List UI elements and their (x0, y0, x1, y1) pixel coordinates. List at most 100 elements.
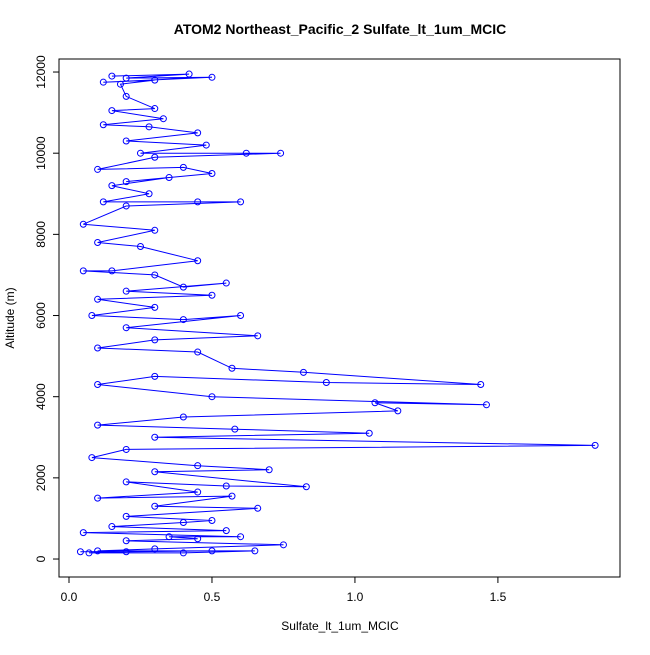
data-point (151, 105, 159, 113)
data-point (159, 115, 167, 123)
data-point (202, 141, 210, 149)
data-point (222, 279, 230, 287)
data-point (371, 399, 379, 407)
data-point (122, 445, 130, 453)
data-point (136, 149, 144, 157)
data-point (116, 80, 124, 88)
data-point (231, 425, 239, 433)
data-point (194, 198, 202, 206)
data-point (94, 295, 102, 303)
data-point (222, 527, 230, 535)
data-point (88, 312, 96, 320)
data-point (237, 533, 245, 541)
data-point (591, 441, 599, 449)
data-point (179, 283, 187, 291)
data-point (94, 494, 102, 502)
data-point (208, 547, 216, 555)
data-point (79, 529, 87, 537)
data-point (237, 312, 245, 320)
data-point (94, 421, 102, 429)
data-point (79, 267, 87, 275)
data-point (222, 482, 230, 490)
data-point (108, 182, 116, 190)
data-point (151, 502, 159, 510)
data-point (94, 238, 102, 246)
y-tick-label: 8000 (34, 221, 48, 248)
data-point (122, 74, 130, 82)
data-line (80, 73, 596, 554)
data-point (254, 504, 262, 512)
data-point (122, 287, 130, 295)
x-axis-label: Sulfate_lt_1um_MCIC (281, 619, 399, 633)
data-point (136, 243, 144, 251)
data-point (165, 533, 173, 541)
data-point (302, 483, 310, 491)
y-tick-label: 12000 (34, 55, 48, 89)
data-point (194, 129, 202, 137)
data-point (194, 348, 202, 356)
data-point (151, 226, 159, 234)
data-point (482, 401, 490, 409)
data-point (94, 165, 102, 173)
data-point (208, 169, 216, 177)
y-tick-label: 0 (34, 555, 48, 562)
y-tick-label: 2000 (34, 464, 48, 491)
data-point (365, 429, 373, 437)
data-point (122, 92, 130, 100)
data-point (79, 220, 87, 228)
data-point (208, 291, 216, 299)
data-point (477, 381, 485, 389)
data-point (122, 512, 130, 520)
data-point (242, 149, 250, 157)
data-point (122, 478, 130, 486)
data-point (208, 73, 216, 81)
data-point (122, 324, 130, 332)
data-point (122, 202, 130, 210)
data-point (277, 149, 285, 157)
data-point (108, 107, 116, 115)
data-point (151, 433, 159, 441)
data-point (99, 78, 107, 86)
data-point (179, 549, 187, 557)
data-point (151, 468, 159, 476)
data-point (194, 257, 202, 265)
data-point (322, 378, 330, 386)
chart-title: ATOM2 Northeast_Pacific_2 Sulfate_lt_1um… (174, 21, 506, 37)
y-tick-label: 4000 (34, 383, 48, 410)
data-point (145, 190, 153, 198)
y-axis-label: Altitude (m) (3, 287, 17, 348)
data-point (151, 336, 159, 344)
data-point (151, 76, 159, 84)
data-point (99, 198, 107, 206)
data-point (179, 518, 187, 526)
data-point (94, 381, 102, 389)
data-point (165, 174, 173, 182)
data-point (151, 271, 159, 279)
data-point (194, 488, 202, 496)
data-point (254, 332, 262, 340)
data-point (208, 393, 216, 401)
data-point (208, 516, 216, 524)
data-point (122, 548, 130, 556)
x-tick-label: 0.5 (204, 590, 221, 604)
x-tick-label: 1.5 (490, 590, 507, 604)
data-point (122, 137, 130, 145)
x-tick-label: 0.0 (61, 590, 78, 604)
data-point (76, 548, 84, 556)
data-point (122, 178, 130, 186)
data-point (94, 547, 102, 555)
data-point (194, 462, 202, 470)
plot-frame (58, 58, 621, 578)
data-point (85, 549, 93, 557)
y-tick-label: 6000 (34, 302, 48, 329)
data-point (108, 72, 116, 80)
data-point (237, 198, 245, 206)
x-tick-label: 1.0 (347, 590, 364, 604)
data-point (145, 123, 153, 131)
data-point (279, 541, 287, 549)
data-point (108, 267, 116, 275)
data-point (265, 466, 273, 474)
data-point (179, 163, 187, 171)
